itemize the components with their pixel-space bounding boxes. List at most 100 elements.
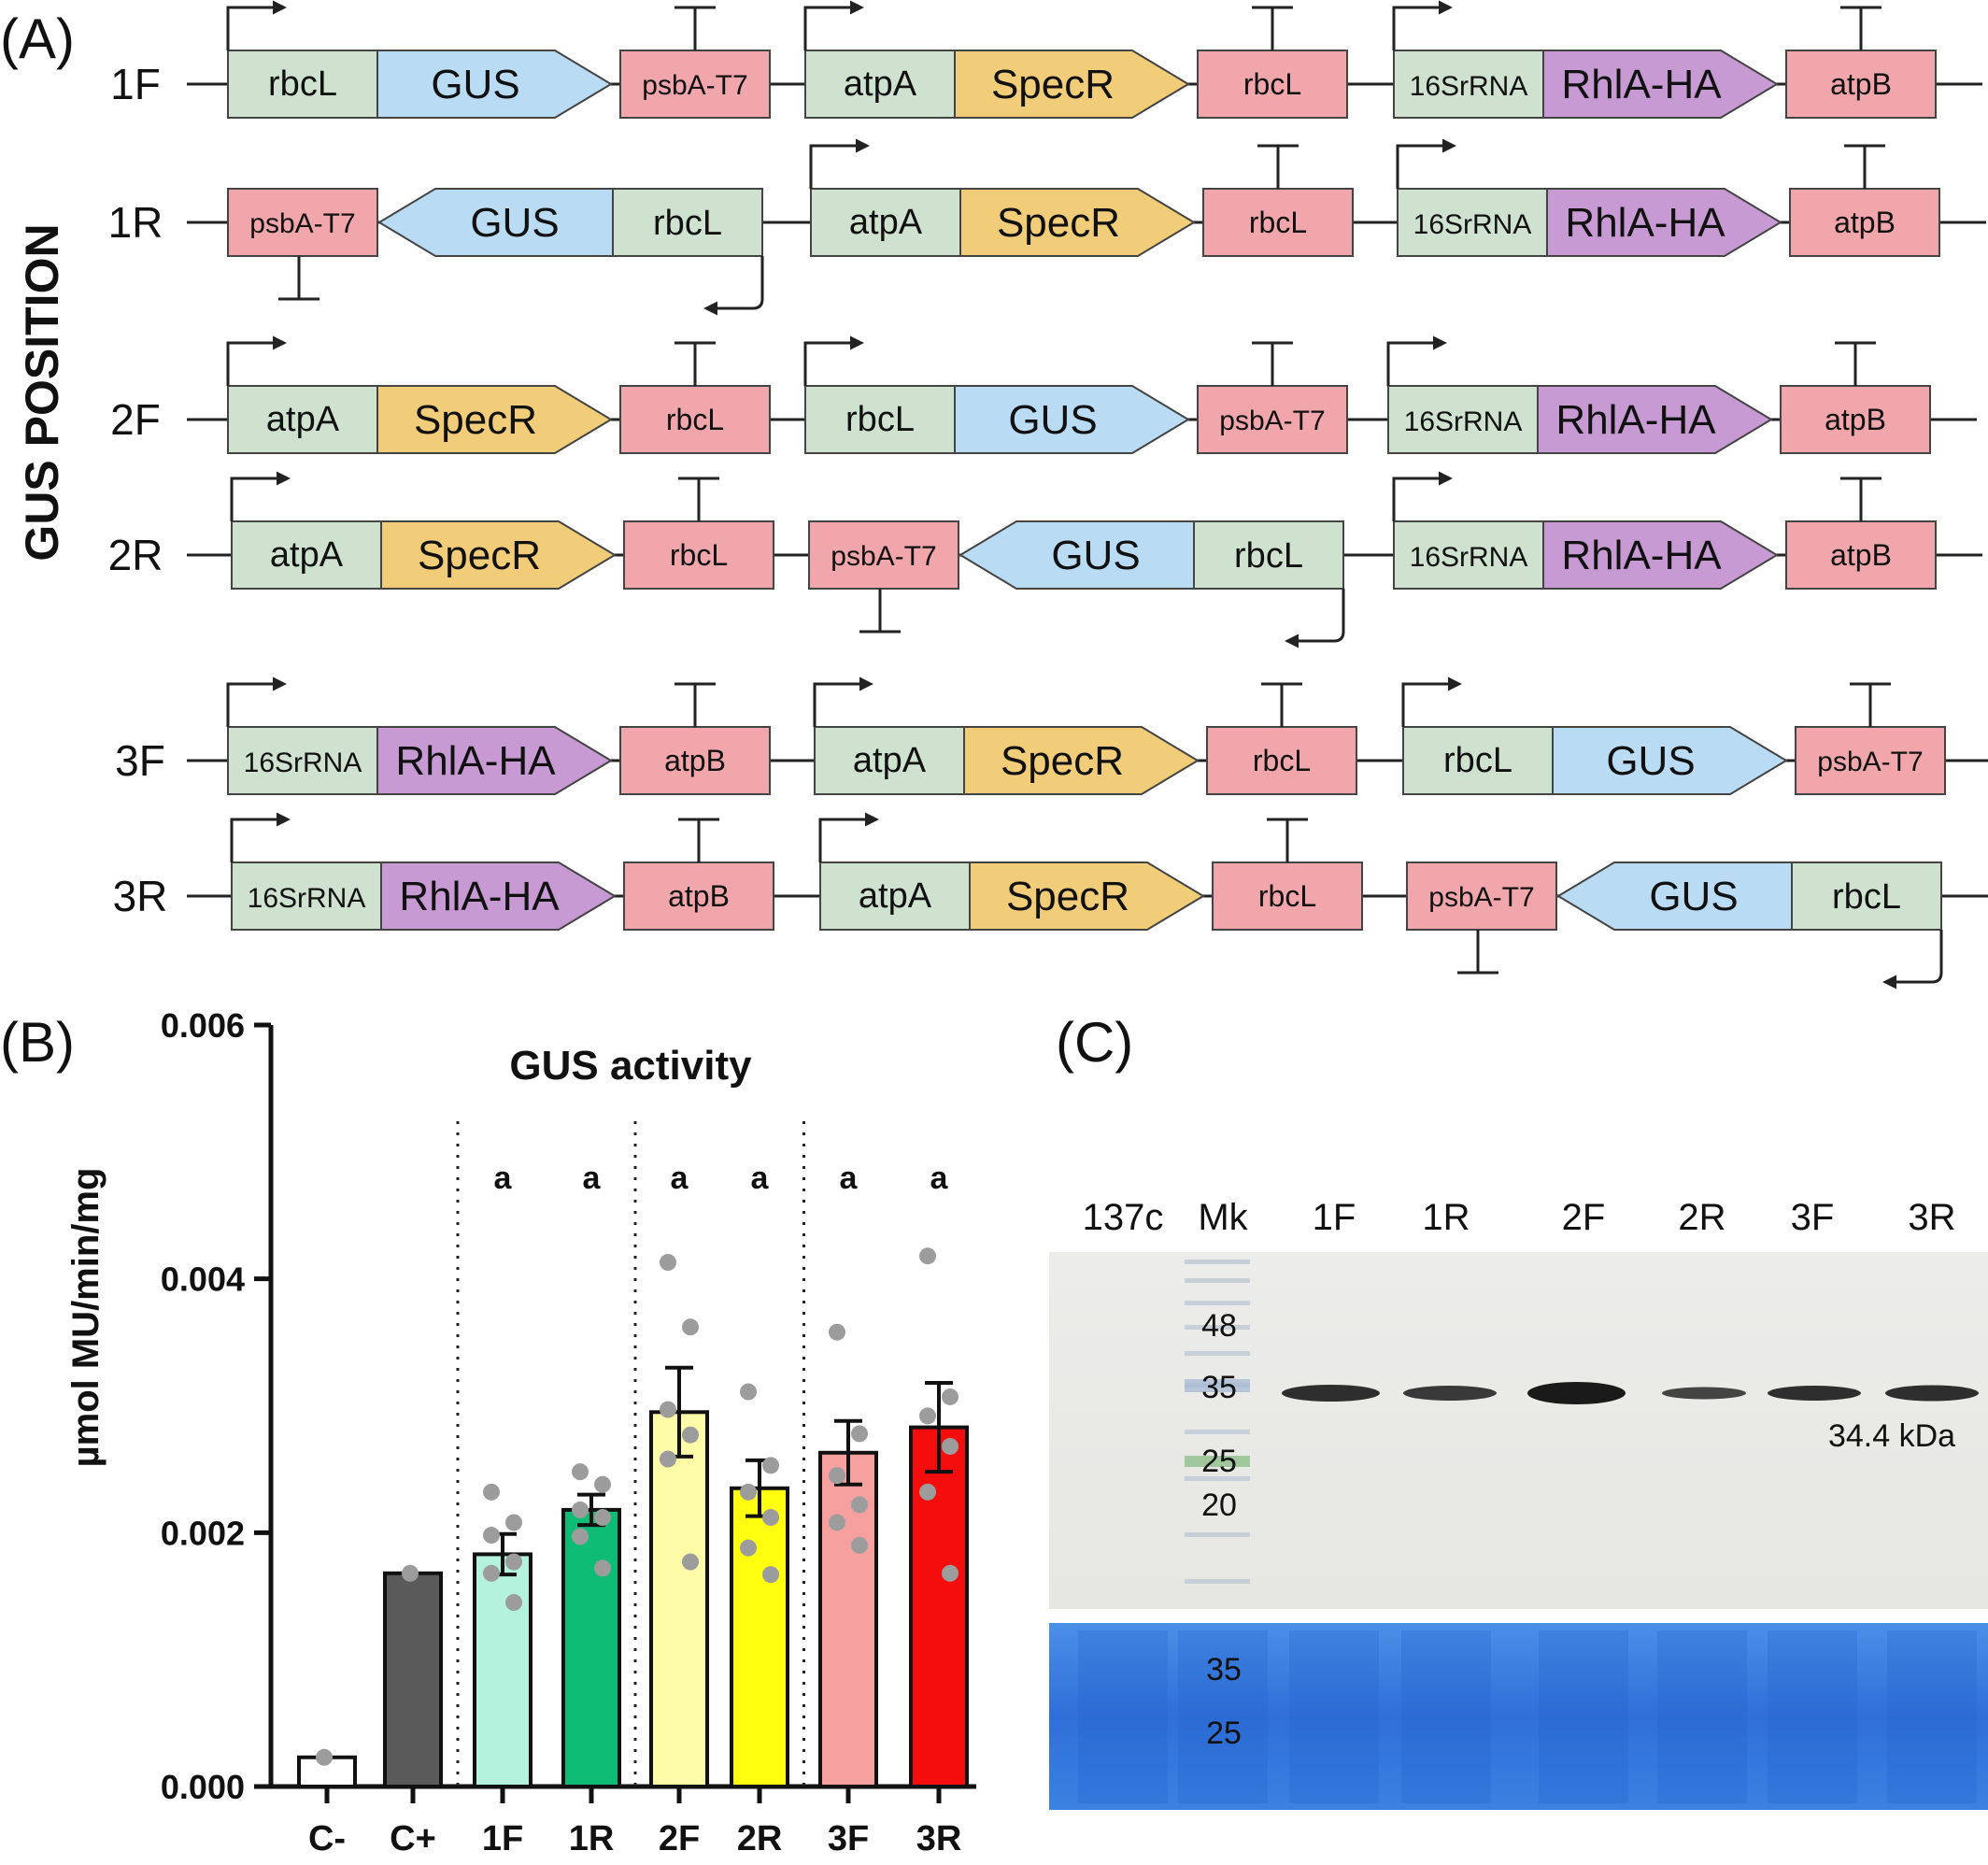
promoter-box bbox=[804, 50, 956, 119]
promoter-arrow-icon bbox=[230, 471, 291, 521]
terminator-label: rbcL bbox=[1249, 206, 1307, 239]
promoter-arrow-icon bbox=[1285, 589, 1345, 648]
lane-label: 2F bbox=[1562, 1197, 1606, 1238]
data-point bbox=[660, 1401, 676, 1418]
panel-a-label: (A) bbox=[0, 7, 75, 70]
data-point bbox=[594, 1559, 611, 1577]
construct-row-label: 3R bbox=[113, 872, 168, 920]
stain-lane bbox=[1178, 1630, 1268, 1803]
x-tick-label: C- bbox=[308, 1819, 346, 1858]
ladder-band bbox=[1185, 1260, 1250, 1264]
gene-arrow bbox=[959, 188, 1196, 257]
stain-lane bbox=[1078, 1630, 1168, 1803]
terminator-box bbox=[808, 520, 959, 590]
panel-c-western-blot: (C) 137c Mk 1F 1R 2F 2R 3F 3R 48 35 25 20 35 25 34.4 … bbox=[1049, 1011, 1988, 1810]
terminator-icon bbox=[1267, 818, 1308, 862]
promoter-box bbox=[1393, 50, 1544, 119]
data-point bbox=[682, 1426, 699, 1444]
data-point bbox=[572, 1501, 589, 1518]
data-point bbox=[660, 1254, 676, 1272]
gene-arrow bbox=[954, 385, 1190, 454]
significance-letter: a bbox=[583, 1160, 602, 1196]
promoter-label: atpA bbox=[859, 876, 932, 916]
gene-label: GUS bbox=[1008, 397, 1097, 443]
promoter-label: 16SrRNA bbox=[1413, 209, 1532, 240]
panel-b-gus-activity-chart: (B) GUS activity µmol MU/min/mg 0.0000.0… bbox=[0, 1006, 976, 1858]
bar-2F bbox=[649, 1410, 709, 1788]
gene-arrow bbox=[1537, 385, 1773, 454]
cassette: 16SrRNA RhlA-HA atpB bbox=[1386, 335, 1931, 454]
data-point bbox=[505, 1514, 522, 1531]
terminator-label: psbA-T7 bbox=[249, 208, 355, 239]
gene-label: RhlA-HA bbox=[1561, 62, 1722, 107]
bar-2R bbox=[730, 1486, 789, 1788]
promoter-label: atpA bbox=[849, 203, 923, 242]
stain-marker-label: 35 bbox=[1206, 1652, 1242, 1687]
promoter-box bbox=[1402, 726, 1554, 795]
significance-letter: a bbox=[930, 1160, 949, 1196]
terminator-label: atpB bbox=[668, 879, 730, 913]
data-point bbox=[572, 1528, 589, 1545]
promoter-box bbox=[1397, 188, 1548, 257]
promoter-arrow-icon bbox=[818, 812, 879, 862]
data-point bbox=[660, 1450, 676, 1468]
x-tick-label: 3R bbox=[916, 1819, 962, 1858]
construct-row-label: 1R bbox=[108, 198, 163, 247]
cassette: atpA SpecR rbcL bbox=[818, 812, 1363, 931]
data-point bbox=[942, 1388, 958, 1405]
data-point bbox=[942, 1437, 958, 1455]
promoter-box bbox=[612, 188, 763, 257]
gus-protein-band bbox=[1885, 1385, 1979, 1402]
terminator-box bbox=[619, 50, 771, 119]
ladder-band bbox=[1185, 1430, 1250, 1434]
gene-arrow bbox=[954, 50, 1190, 119]
stain-lane bbox=[1887, 1630, 1977, 1803]
gene-label: RhlA-HA bbox=[1561, 533, 1722, 578]
data-point bbox=[762, 1566, 779, 1584]
terminator-icon bbox=[678, 477, 719, 521]
terminator-icon bbox=[1252, 341, 1293, 386]
terminator-icon bbox=[1252, 6, 1293, 50]
ladder-band bbox=[1185, 1532, 1250, 1537]
promoter-label: rbcL bbox=[1443, 741, 1512, 780]
gus-protein-band bbox=[1282, 1385, 1380, 1402]
promoter-label: rbcL bbox=[1234, 536, 1303, 576]
cassette: atpA SpecR rbcL bbox=[230, 471, 774, 590]
promoter-label: 16SrRNA bbox=[1410, 71, 1528, 102]
promoter-label: 16SrRNA bbox=[1410, 542, 1528, 573]
promoter-label: rbcL bbox=[653, 204, 722, 243]
bar-3R bbox=[909, 1425, 969, 1788]
cassette: rbcL GUS psbA-T7 bbox=[1401, 676, 1946, 795]
terminator-box bbox=[619, 726, 771, 795]
terminator-label: rbcL bbox=[670, 538, 728, 572]
x-tick-label: 2F bbox=[659, 1819, 700, 1858]
panel-c-label: (C) bbox=[1056, 1011, 1133, 1074]
stain-marker-label: 25 bbox=[1206, 1716, 1242, 1751]
ladder-band bbox=[1185, 1351, 1250, 1356]
terminator-icon bbox=[1850, 682, 1891, 727]
data-point bbox=[919, 1247, 936, 1265]
terminator-label: atpB bbox=[664, 744, 726, 777]
data-point bbox=[594, 1475, 611, 1493]
cassette: 16SrRNA RhlA-HA atpB bbox=[226, 676, 771, 795]
stain-lane bbox=[1289, 1630, 1379, 1803]
promoter-arrow-icon bbox=[809, 138, 870, 189]
data-point bbox=[483, 1564, 500, 1582]
promoter-arrow-icon bbox=[226, 676, 287, 727]
terminator-label: psbA-T7 bbox=[1428, 882, 1534, 913]
terminator-box bbox=[1406, 861, 1557, 931]
gene-label: GUS bbox=[1649, 874, 1738, 919]
terminator-label: rbcL bbox=[1243, 67, 1301, 101]
data-point bbox=[316, 1748, 333, 1766]
terminator-icon bbox=[1261, 682, 1302, 727]
x-tick-label: 3F bbox=[828, 1819, 869, 1858]
data-point bbox=[505, 1594, 522, 1612]
gene-label: GUS bbox=[431, 62, 519, 107]
cassette: atpA SpecR rbcL bbox=[813, 676, 1357, 795]
gene-arrow bbox=[969, 861, 1205, 931]
ladder-band bbox=[1185, 1579, 1250, 1584]
x-tick-label: 2R bbox=[737, 1819, 783, 1858]
gus-protein-band bbox=[1527, 1382, 1626, 1404]
gene-label: RhlA-HA bbox=[399, 874, 560, 919]
